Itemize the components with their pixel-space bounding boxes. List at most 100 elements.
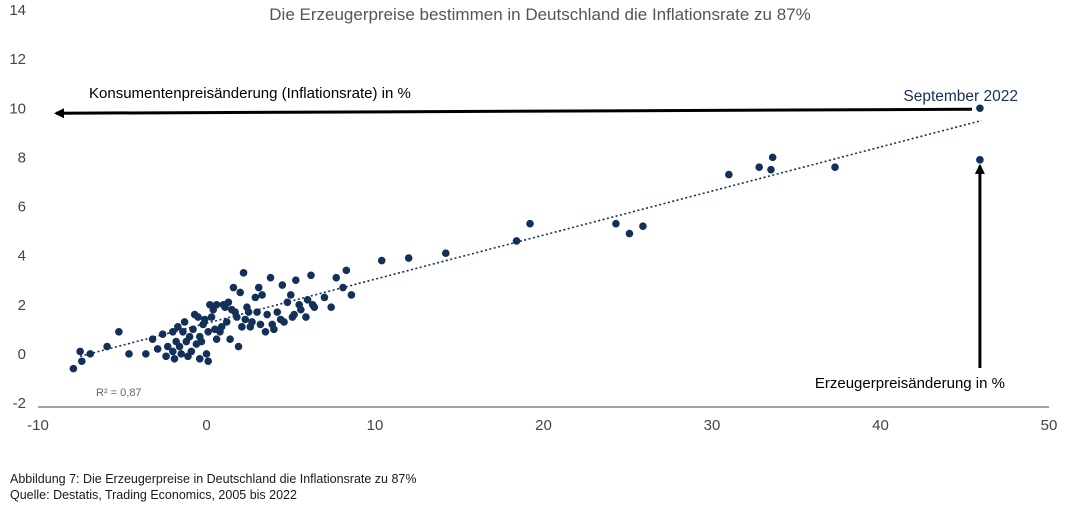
data-point <box>201 315 209 324</box>
x-tick-label: 0 <box>202 417 210 434</box>
data-point <box>831 163 839 171</box>
data-point <box>206 300 214 309</box>
data-point <box>185 332 194 341</box>
data-point <box>342 266 351 275</box>
data-point <box>202 350 211 358</box>
data-point <box>207 313 216 321</box>
data-point <box>295 300 303 309</box>
data-point <box>222 318 231 326</box>
data-point <box>767 165 775 174</box>
data-point <box>512 237 521 245</box>
data-point <box>320 293 329 302</box>
y-tick-label: -2 <box>13 395 26 412</box>
scatter-chart: Die Erzeugerpreise bestimmen in Deutschl… <box>9 2 1057 434</box>
x-tick-label: 30 <box>704 417 721 434</box>
data-point <box>246 323 255 331</box>
data-point <box>170 354 179 363</box>
data-point <box>441 249 450 257</box>
annotation-september-2022: September 2022 <box>903 88 1018 105</box>
chart-title: Die Erzeugerpreise bestimmen in Deutschl… <box>269 5 810 24</box>
data-point <box>204 327 212 336</box>
x-tick-label: 20 <box>535 417 552 434</box>
data-point <box>308 300 317 309</box>
data-point <box>377 256 386 265</box>
data-point <box>78 357 86 366</box>
data-point <box>253 308 261 316</box>
x-tick-label: 50 <box>1041 417 1058 434</box>
data-point <box>231 308 239 316</box>
r-squared-label: R² = 0,87 <box>96 387 142 399</box>
data-point <box>163 342 172 351</box>
data-point <box>212 300 221 309</box>
y-tick-label: 2 <box>18 297 26 314</box>
trend-line <box>79 119 982 358</box>
data-point <box>142 350 150 358</box>
data-point <box>254 283 263 292</box>
data-point <box>236 288 244 297</box>
data-point <box>327 303 335 312</box>
y-axis-label: Konsumentenpreisänderung (Inflationsrate… <box>89 85 411 102</box>
data-points <box>69 104 984 373</box>
y-tick-label: 0 <box>18 346 26 363</box>
y-tick-label: 14 <box>9 2 26 19</box>
data-point <box>169 327 177 336</box>
data-point <box>283 298 292 307</box>
data-point <box>273 308 282 316</box>
y-axis-tick-labels: -2 0 2 4 6 8 10 12 14 <box>9 2 26 412</box>
data-point <box>162 352 170 361</box>
data-point <box>286 291 295 299</box>
x-tick-label: 40 <box>872 417 889 434</box>
data-point <box>189 325 197 334</box>
data-point <box>76 347 84 356</box>
data-point <box>184 352 192 361</box>
data-point <box>755 163 763 171</box>
data-point <box>226 335 234 343</box>
data-point <box>153 345 162 353</box>
data-point <box>292 276 300 284</box>
data-point <box>244 308 253 316</box>
data-point <box>263 310 271 319</box>
data-point <box>197 337 206 346</box>
data-point <box>229 283 238 292</box>
data-point <box>115 327 123 336</box>
data-point <box>625 229 634 238</box>
data-point <box>976 104 984 113</box>
data-point <box>158 330 167 339</box>
data-point <box>256 320 265 329</box>
data-point <box>241 315 250 324</box>
data-point <box>69 364 78 373</box>
data-point <box>204 357 212 366</box>
data-point <box>238 323 246 331</box>
data-point <box>234 342 243 351</box>
data-point <box>258 291 266 299</box>
data-point <box>307 271 315 280</box>
source-caption: Quelle: Destatis, Trading Economics, 200… <box>10 488 297 502</box>
data-point <box>332 273 341 282</box>
data-point <box>303 296 312 304</box>
data-point <box>177 350 186 358</box>
x-axis-label: Erzeugerpreisänderung in % <box>815 375 1005 392</box>
data-point <box>526 219 534 228</box>
data-point <box>125 350 133 358</box>
data-point <box>278 281 287 289</box>
x-axis-tick-labels: -10 0 10 20 30 40 50 <box>27 417 1057 434</box>
data-point <box>639 222 647 230</box>
data-point <box>266 273 275 282</box>
data-point <box>174 323 182 331</box>
data-point <box>302 313 310 321</box>
data-point <box>251 293 260 302</box>
data-point <box>339 283 347 292</box>
data-point <box>239 269 248 277</box>
data-point <box>612 219 620 228</box>
data-point <box>261 327 270 336</box>
data-point <box>86 350 95 358</box>
data-point <box>268 320 277 329</box>
y-tick-label: 8 <box>18 149 26 166</box>
data-point <box>725 170 733 179</box>
data-point <box>148 335 157 343</box>
y-tick-label: 10 <box>9 100 26 117</box>
data-point <box>103 342 111 351</box>
data-point <box>180 318 189 326</box>
data-point <box>221 303 229 312</box>
data-point <box>404 254 413 262</box>
